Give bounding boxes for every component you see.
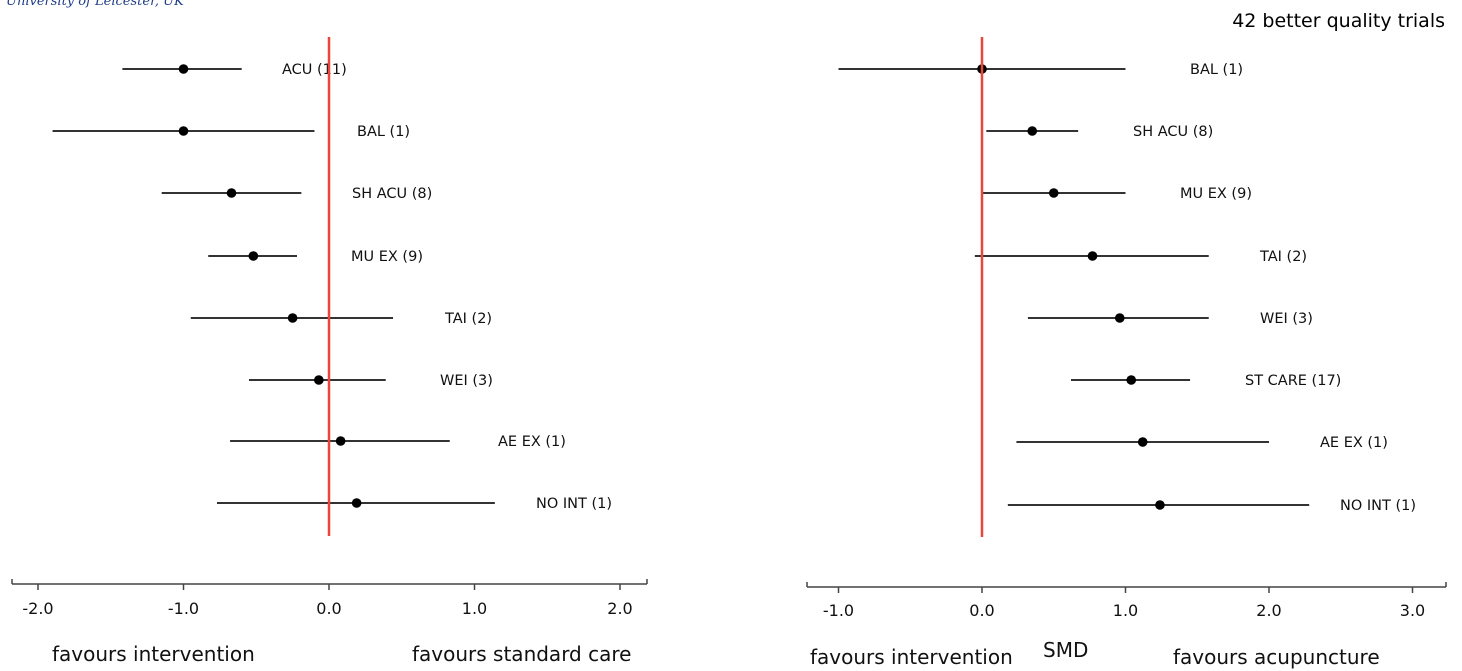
point-estimate — [178, 64, 189, 74]
point-estimate — [335, 436, 346, 446]
point-estimate — [1126, 375, 1137, 385]
row-label: WEI (3) — [440, 373, 493, 389]
affiliation-caption: University of Leicester, UK — [6, 0, 184, 9]
forest-panel-right: -1.0 0.0 1.0 2.0 3.0 BAL (1) SH ACU (8) MU EX (… — [806, 37, 1447, 620]
row-label: NO INT (1) — [1340, 498, 1416, 514]
x-tick-label: 1.0 — [1113, 601, 1138, 620]
row-label: AE EX (1) — [1320, 435, 1388, 451]
row-label: SH ACU (8) — [1133, 124, 1213, 140]
x-tick-label: 0.0 — [969, 601, 994, 620]
x-tick-label: 0.0 — [316, 599, 341, 618]
row-label: BAL (1) — [1190, 62, 1243, 78]
direction-left-label-left-panel: favours intervention — [52, 642, 255, 666]
point-estimate — [1114, 313, 1125, 323]
point-estimate — [314, 375, 324, 385]
forest-panel-left: -2.0 -1.0 0.0 1.0 2.0 ACU (11) BAL (1) SH ACU (… — [11, 37, 648, 618]
row-label: TAI (2) — [444, 311, 492, 327]
point-estimate — [1087, 251, 1098, 261]
direction-left-label-right-panel: favours intervention — [810, 645, 1013, 669]
point-estimate — [226, 188, 237, 198]
row-label: MU EX (9) — [1180, 186, 1252, 202]
x-tick-label: -1.0 — [168, 599, 199, 618]
row-label: BAL (1) — [357, 124, 410, 140]
row-label: AE EX (1) — [498, 434, 566, 450]
point-estimate — [1137, 437, 1148, 447]
x-tick-label: 3.0 — [1400, 601, 1425, 620]
x-tick-label: -2.0 — [22, 599, 53, 618]
point-estimate — [287, 313, 298, 323]
point-estimate — [248, 251, 259, 261]
point-estimate — [1027, 126, 1038, 136]
x-tick-label: -1.0 — [823, 601, 854, 620]
point-estimate — [178, 126, 189, 136]
row-label: SH ACU (8) — [352, 186, 432, 202]
row-label: WEI (3) — [1260, 311, 1313, 327]
row-label: ST CARE (17) — [1245, 373, 1341, 389]
row-label: ACU (11) — [282, 62, 347, 78]
row-label: NO INT (1) — [536, 496, 612, 512]
point-estimate — [1048, 188, 1059, 198]
row-label: MU EX (9) — [351, 249, 423, 265]
x-tick-label: 2.0 — [1256, 601, 1281, 620]
row-label: TAI (2) — [1259, 249, 1307, 265]
x-tick-label: 1.0 — [462, 599, 487, 618]
axis-title-smd: SMD — [1043, 638, 1089, 662]
point-estimate — [351, 498, 362, 508]
direction-right-label-right-panel: favours acupuncture — [1173, 645, 1380, 669]
point-estimate — [1155, 500, 1165, 510]
header-note: 42 better quality trials — [1232, 10, 1445, 32]
direction-right-label-left-panel: favours standard care — [412, 642, 632, 666]
x-tick-label: 2.0 — [607, 599, 632, 618]
